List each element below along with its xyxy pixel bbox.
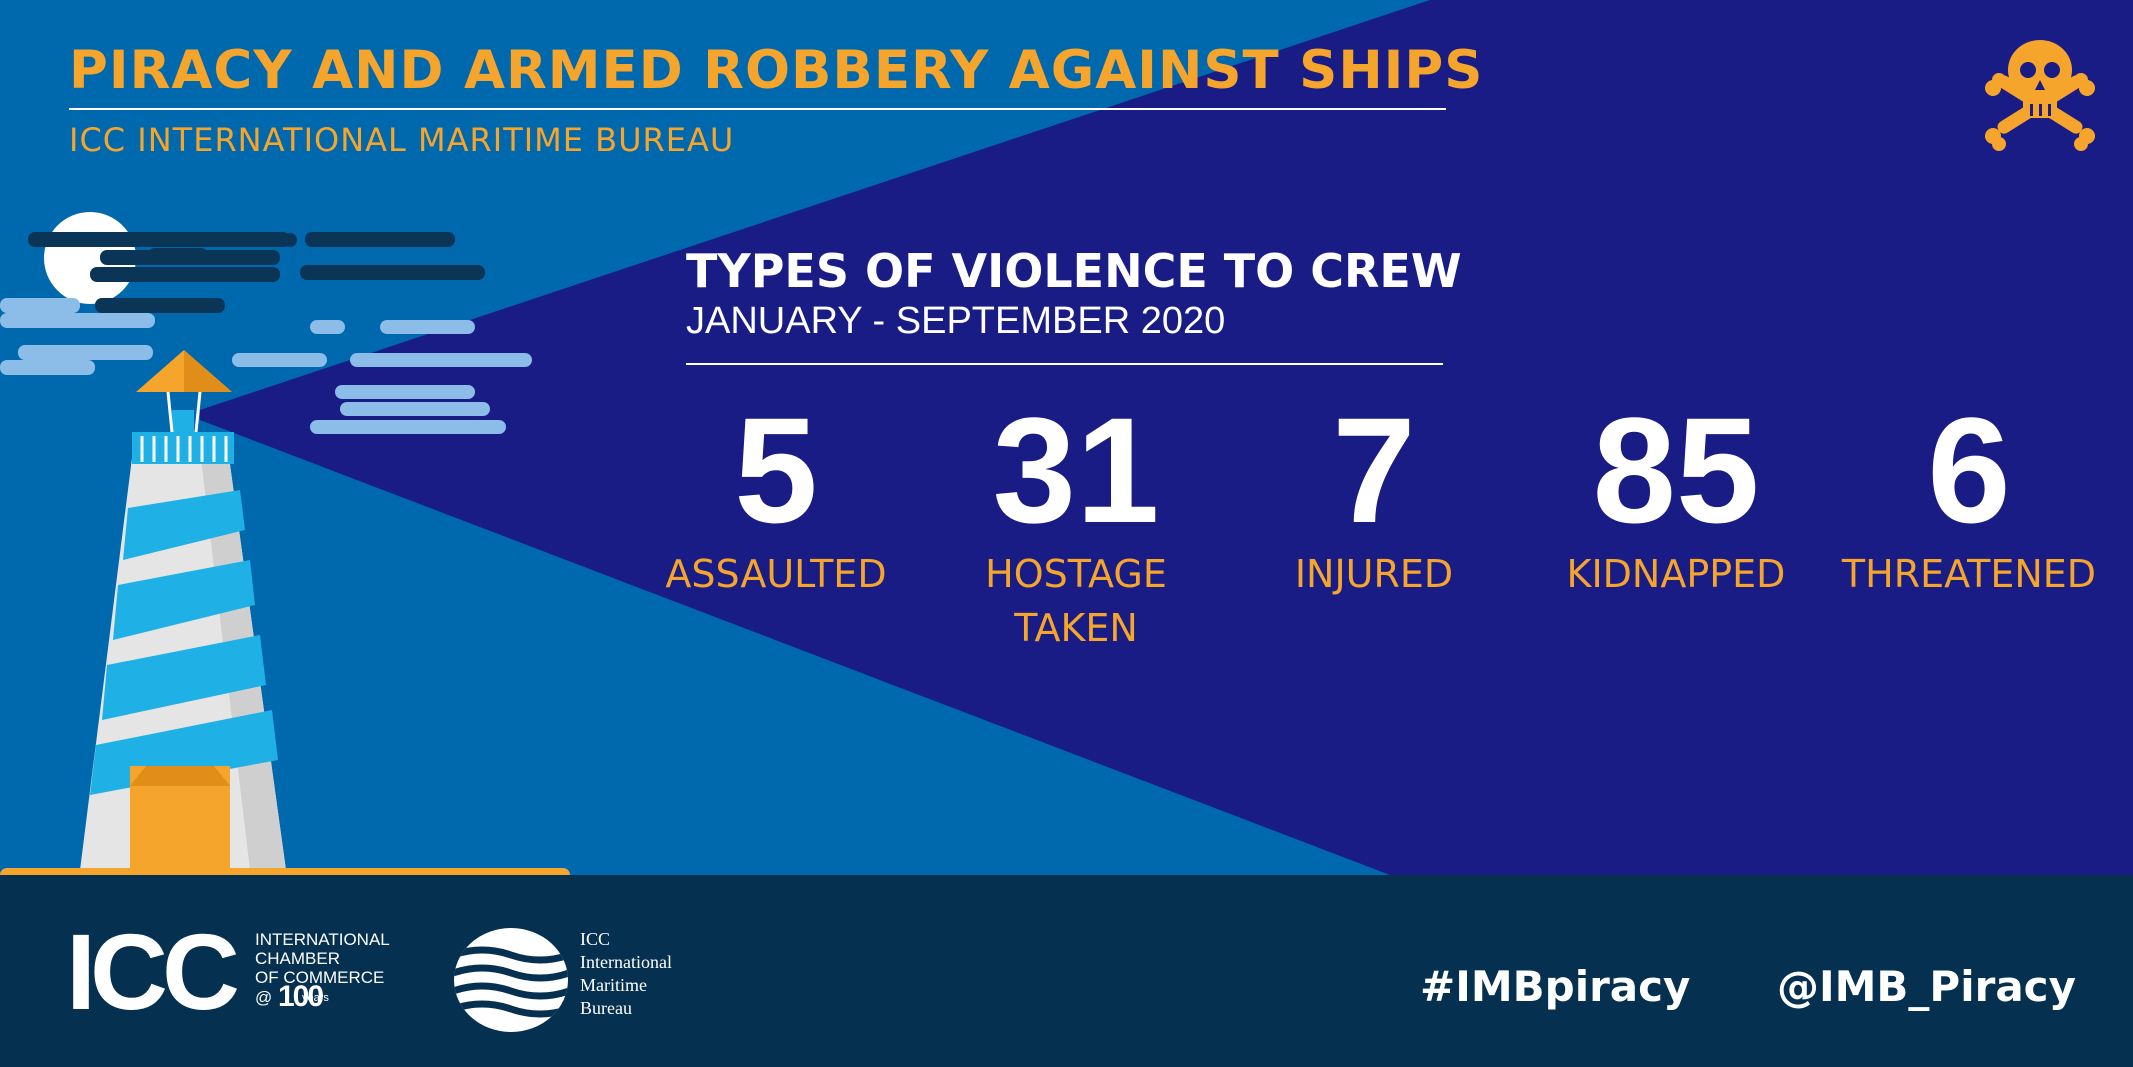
icc-org-name: INTERNATIONAL CHAMBER OF COMMERCE: [255, 930, 390, 987]
stat-value: 7: [1332, 386, 1416, 554]
footer-bar: [0, 875, 2133, 1067]
stat-hostage-taken: 31 HOSTAGE TAKEN: [926, 395, 1226, 653]
imb-org-line: ICC: [580, 929, 611, 949]
icc-logo: ICC: [66, 911, 240, 1032]
stat-label: ASSAULTED: [665, 552, 887, 596]
icc-org-line: OF COMMERCE: [255, 968, 385, 987]
icc-org-line: INTERNATIONAL: [255, 930, 390, 949]
icc-at-sign: @: [255, 988, 273, 1007]
icc-centenary-years: years: [302, 992, 329, 1004]
section-divider: [686, 363, 1443, 365]
light-beam: [200, 0, 2133, 875]
stat-assaulted: 5 ASSAULTED: [626, 395, 926, 603]
stat-value: 5: [734, 386, 818, 554]
page-title: PIRACY AND ARMED ROBBERY AGAINST SHIPS: [69, 40, 1484, 101]
icc-centenary-number: 100: [278, 980, 324, 1013]
page-subtitle: ICC INTERNATIONAL MARITIME BUREAU: [69, 121, 735, 159]
section-title: TYPES OF VIOLENCE TO CREW: [686, 244, 1462, 298]
dark-clouds: [28, 232, 485, 313]
stat-label: INJURED: [1294, 552, 1454, 596]
light-clouds: [0, 298, 532, 434]
stat-label: THREATENED: [1841, 552, 2097, 596]
stat-label: KIDNAPPED: [1566, 552, 1786, 596]
imb-org-line: International: [580, 952, 672, 972]
stat-value: 6: [1927, 386, 2011, 554]
imb-org-name: ICC International Maritime Bureau: [580, 928, 672, 1020]
section-period: JANUARY - SEPTEMBER 2020: [686, 300, 1226, 342]
twitter-handle: @IMB_Piracy: [1777, 962, 2076, 1011]
title-divider: [69, 108, 1446, 110]
stat-label: HOSTAGE: [985, 552, 1167, 596]
icc-org-line: CHAMBER: [255, 949, 341, 968]
lighthouse: [80, 350, 286, 870]
stat-kidnapped: 85 KIDNAPPED: [1526, 395, 1826, 603]
stat-value: 85: [1592, 386, 1760, 554]
stat-threatened: 6 THREATENED: [1819, 395, 2119, 603]
stat-label-line2: TAKEN: [1014, 606, 1138, 650]
hashtag: #IMBpiracy: [1420, 962, 1691, 1011]
waves-logo-icon: [454, 928, 568, 1032]
stat-injured: 7 INJURED: [1224, 395, 1524, 603]
skull-crossbones-icon: [1985, 40, 2095, 151]
stat-value: 31: [992, 386, 1160, 554]
imb-org-line: Bureau: [580, 998, 632, 1018]
imb-org-line: Maritime: [580, 975, 647, 995]
